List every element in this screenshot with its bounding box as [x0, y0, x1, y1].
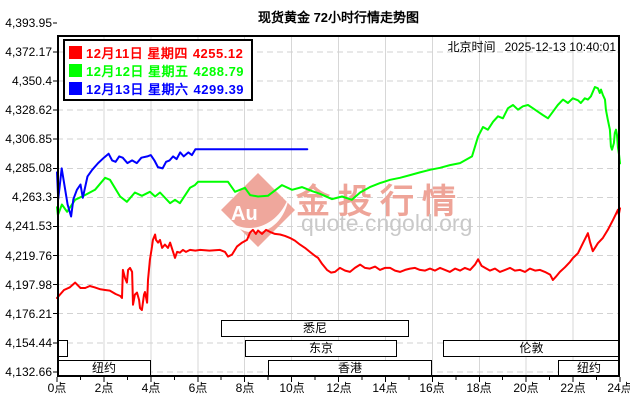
legend-item-friday: 12月12日 星期五 4288.79	[69, 61, 244, 79]
x-axis-label: 10点	[279, 381, 305, 395]
y-axis-label: 4,197.98	[5, 278, 52, 292]
legend-swatch-red	[69, 45, 82, 59]
y-axis-label: 4,372.17	[5, 45, 52, 59]
logo-swoosh	[228, 196, 289, 233]
session-bar	[57, 340, 68, 357]
session-bar-东京: 东京	[245, 340, 397, 357]
legend-item-saturday: 12月13日 星期六 4299.39	[69, 79, 244, 97]
x-axis-label: 20点	[513, 381, 539, 395]
y-axis-label: 4,306.85	[5, 132, 52, 146]
x-axis-label: 22点	[560, 381, 586, 395]
legend-swatch-green	[69, 63, 82, 77]
au-logo-text: Au	[231, 203, 258, 225]
x-axis-label: 8点	[235, 381, 255, 395]
session-bar-纽约: 纽约	[558, 360, 620, 377]
watermark-brand: 金投行情	[296, 183, 464, 221]
session-label: 纽约	[576, 361, 601, 375]
legend-swatch-blue	[69, 81, 82, 95]
y-axis-label: 4,154.44	[5, 336, 52, 350]
session-label: 东京	[308, 341, 333, 355]
beijing-time-label: 北京时间	[447, 40, 496, 54]
session-label: 香港	[337, 361, 362, 375]
y-axis-label: 4,393.95	[5, 16, 52, 30]
y-axis-label: 4,241.53	[5, 219, 52, 233]
session-bar-悉尼: 悉尼	[221, 320, 409, 337]
x-axis-label: 0点	[47, 381, 67, 395]
legend: 12月11日 星期四 4255.12 12月12日 星期五 4288.79 12月1…	[63, 39, 254, 101]
legend-item-thursday: 12月11日 星期四 4255.12	[69, 43, 244, 61]
legend-label: 12月13日 星期六 4299.39	[86, 81, 245, 97]
session-label: 纽约	[91, 361, 116, 375]
chart-title: 现货黄金 72小时行情走势图	[257, 10, 420, 25]
x-axis-label: 24点	[607, 381, 630, 395]
session-bar-香港: 香港	[268, 360, 432, 377]
x-axis-label: 16点	[419, 381, 445, 395]
x-axis-label: 6点	[188, 381, 208, 395]
session-label: 伦敦	[519, 341, 544, 355]
beijing-time-value: 2025-12-13 10:40:01	[504, 40, 616, 54]
watermark-url: quote.cngold.org	[301, 210, 473, 236]
price-line-dec11-thursday	[56, 207, 621, 311]
legend-label: 12月12日 星期五 4288.79	[86, 63, 245, 79]
y-axis-label: 4,176.21	[5, 307, 52, 321]
session-bar-纽约: 纽约	[57, 360, 151, 377]
y-axis-label: 4,132.66	[5, 365, 52, 379]
y-axis-label: 4,285.08	[5, 161, 52, 175]
x-axis-label: 2点	[94, 381, 114, 395]
price-line-dec12-friday	[56, 86, 621, 217]
session-label: 悉尼	[302, 321, 327, 335]
x-axis-label: 18点	[466, 381, 492, 395]
beijing-time: 北京时间 2025-12-13 10:40:01	[448, 38, 616, 55]
x-axis-label: 12点	[326, 381, 352, 395]
legend-label: 12月11日 星期四 4255.12	[86, 45, 244, 61]
x-axis-label: 14点	[372, 381, 398, 395]
y-axis-label: 4,350.4	[11, 74, 52, 88]
y-axis-label: 4,328.62	[5, 103, 52, 117]
session-bar-伦敦: 伦敦	[443, 340, 620, 357]
y-axis-label: 4,219.76	[5, 249, 52, 263]
price-line-dec13-saturday	[56, 148, 309, 218]
x-axis-label: 4点	[141, 381, 161, 395]
y-axis-label: 4,263.3	[11, 190, 52, 204]
